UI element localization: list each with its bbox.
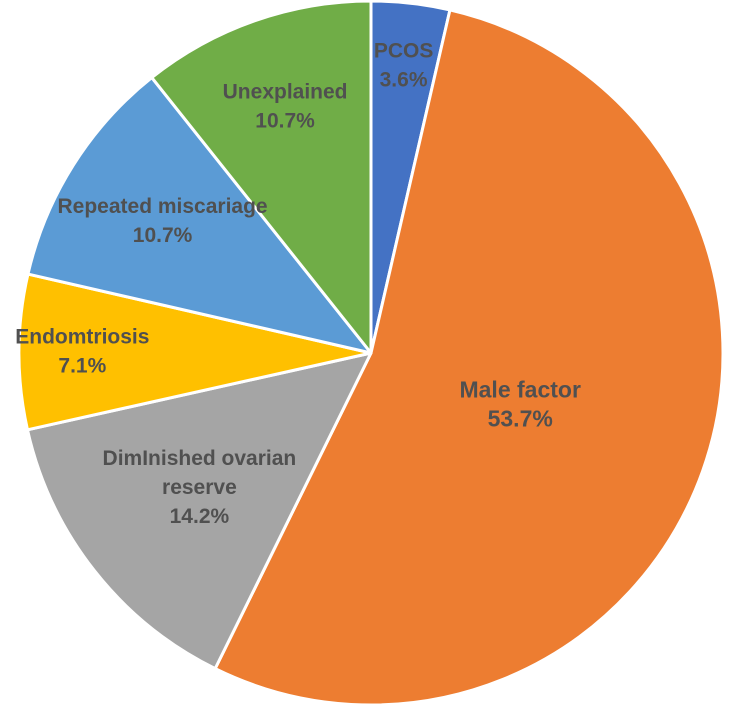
slice-value-label: 53.7%	[488, 406, 553, 432]
data-label-pcos: PCOS 3.6%	[374, 39, 434, 91]
slice-value-label: 10.7%	[255, 109, 315, 132]
pie-slice-diminished-ovarian-reserve	[25, 351, 373, 671]
slice-category-label: PCOS	[374, 39, 434, 62]
pie-slice-unexplained	[150, 0, 373, 355]
data-label-repeated-miscariage: Repeated miscariage 10.7%	[57, 195, 267, 247]
pie-slice-male-factor	[213, 8, 725, 707]
slice-category-label: DimInished ovarian	[103, 446, 297, 469]
slice-value-label: 10.7%	[133, 224, 193, 247]
slices-layer	[17, 0, 725, 707]
slice-category-label: Male factor	[459, 377, 580, 403]
slice-category-label: Endomtriosis	[15, 325, 149, 348]
data-label-unexplained: Unexplained 10.7%	[223, 80, 348, 132]
labels-layer: PCOS 3.6% Male factor 53.7% DimInished ovari…	[15, 39, 581, 527]
data-label-diminished-ovarian-reserve: DimInished ovarian reserve 14.2%	[103, 446, 297, 527]
slice-value-label: 14.2%	[170, 504, 230, 527]
slice-category-label: Repeated miscariage	[57, 195, 267, 218]
pie-slice-endomtriosis	[17, 272, 373, 432]
data-label-endomtriosis: Endomtriosis 7.1%	[15, 325, 149, 377]
data-label-male-factor: Male factor 53.7%	[459, 377, 580, 432]
pie-slice-repeated-miscariage	[26, 76, 373, 355]
slice-category-label: Unexplained	[223, 80, 348, 103]
slice-value-label: 3.6%	[380, 68, 428, 91]
slice-category-label: reserve	[162, 475, 237, 498]
slice-value-label: 7.1%	[58, 354, 106, 377]
